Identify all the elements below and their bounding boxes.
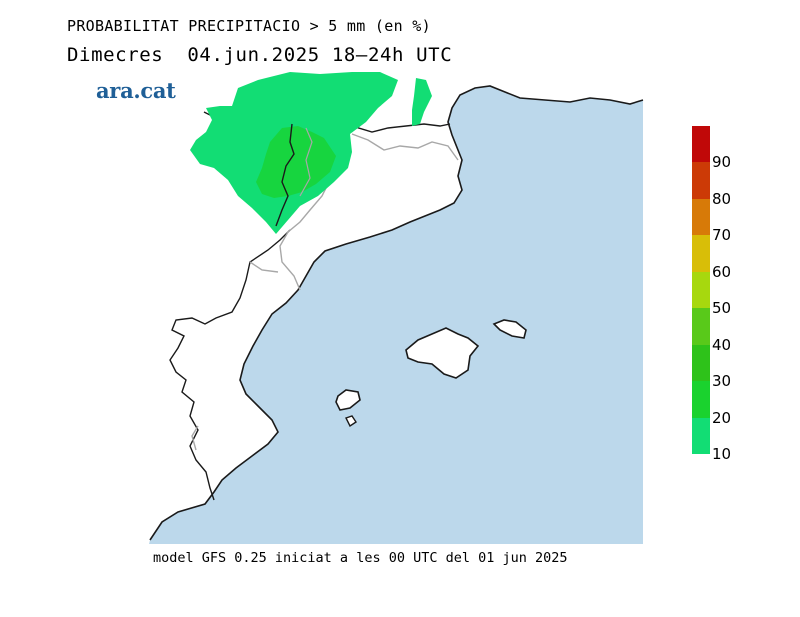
island-menorca [492, 319, 527, 339]
legend-swatch [692, 344, 710, 382]
legend-label: 40 [712, 335, 732, 354]
chart-title: PROBABILITAT PRECIPITACIO > 5 mm (en %) [67, 17, 431, 35]
legend-label: 60 [712, 262, 732, 281]
legend-swatch [692, 417, 710, 454]
legend-swatch [692, 235, 710, 272]
forecast-day: Dimecres [67, 44, 164, 66]
legend-label: 80 [712, 189, 732, 208]
model-info: model GFS 0.25 iniciat a les 00 UTC del … [153, 550, 568, 566]
forecast-period: Dimecres 04.jun.2025 18–24h UTC [67, 44, 452, 66]
legend-swatch [692, 308, 710, 345]
island-formentera [345, 415, 357, 428]
precip-region-10-20-east [412, 78, 432, 126]
legend-swatch [692, 198, 710, 236]
legend-label: 30 [712, 372, 732, 391]
legend-swatch [692, 126, 710, 163]
precip-core-20-30 [256, 126, 336, 198]
legend-swatch [692, 271, 710, 309]
island-ibiza [335, 389, 361, 411]
western-outline [169, 229, 291, 501]
internal-border-precip-grey [299, 127, 313, 197]
forecast-date-range: 04.jun.2025 18–24h UTC [187, 44, 453, 66]
province-borders [191, 133, 459, 451]
coastline [149, 85, 644, 541]
legend-label: 70 [712, 226, 732, 245]
island-mallorca [405, 327, 480, 379]
internal-border-precip [275, 123, 295, 227]
legend-swatch [692, 381, 710, 418]
legend-swatch [692, 162, 710, 199]
legend-label: 10 [712, 445, 732, 463]
logo: ara.cat [96, 78, 176, 103]
legend-label: 50 [712, 299, 732, 318]
legend-colorbar [692, 126, 710, 454]
legend-label: 90 [712, 153, 732, 172]
legend-label: 20 [712, 408, 732, 427]
